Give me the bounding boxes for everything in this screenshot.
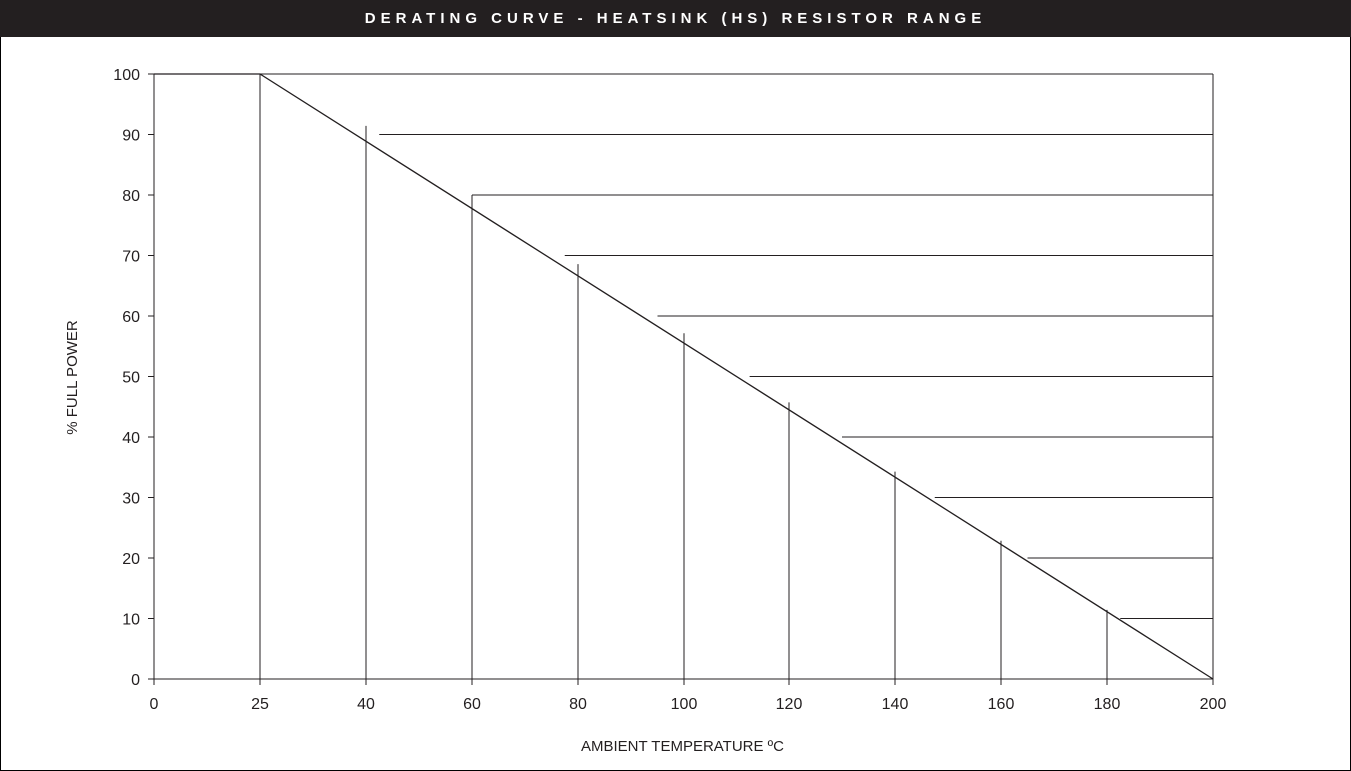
x-tick-label: 25 bbox=[251, 696, 269, 713]
x-axis-label: AMBIENT TEMPERATURE ºC bbox=[581, 738, 784, 755]
series bbox=[154, 73, 1214, 680]
x-tick-label: 0 bbox=[150, 696, 159, 713]
y-tick-label: 90 bbox=[122, 128, 140, 145]
x-tick-label: 60 bbox=[463, 696, 481, 713]
y-tick-label: 70 bbox=[122, 249, 140, 266]
tick-labels: 0 10 20 30 40 50 60 70 80 90 100 0 25 40 60 80 100 120 140… bbox=[113, 67, 1226, 713]
chart-title: DERATING CURVE - HEATSINK (HS) RESISTOR … bbox=[364, 10, 987, 27]
y-tick-label: 60 bbox=[122, 309, 140, 326]
y-tick-label: 50 bbox=[122, 370, 140, 387]
derating-line bbox=[154, 73, 1214, 680]
y-tick-label: 30 bbox=[122, 491, 140, 508]
y-tick-label: 10 bbox=[122, 612, 140, 629]
x-tick-label: 140 bbox=[882, 696, 909, 713]
y-tick-label: 100 bbox=[113, 67, 140, 84]
x-tick-label: 120 bbox=[776, 696, 803, 713]
x-tick-label: 200 bbox=[1200, 696, 1227, 713]
x-tick-label: 80 bbox=[569, 696, 587, 713]
y-tick-label: 0 bbox=[131, 672, 140, 689]
y-tick-label: 20 bbox=[122, 551, 140, 568]
axes bbox=[148, 73, 1214, 685]
x-tick-label: 40 bbox=[357, 696, 375, 713]
chart-title-bar: DERATING CURVE - HEATSINK (HS) RESISTOR … bbox=[0, 0, 1351, 37]
x-tick-label: 160 bbox=[988, 696, 1015, 713]
y-tick-label: 80 bbox=[122, 188, 140, 205]
x-tick-label: 100 bbox=[671, 696, 698, 713]
grid bbox=[259, 74, 1213, 679]
x-tick-label: 180 bbox=[1094, 696, 1121, 713]
y-tick-label: 40 bbox=[122, 430, 140, 447]
y-axis-label: % FULL POWER bbox=[64, 320, 81, 435]
